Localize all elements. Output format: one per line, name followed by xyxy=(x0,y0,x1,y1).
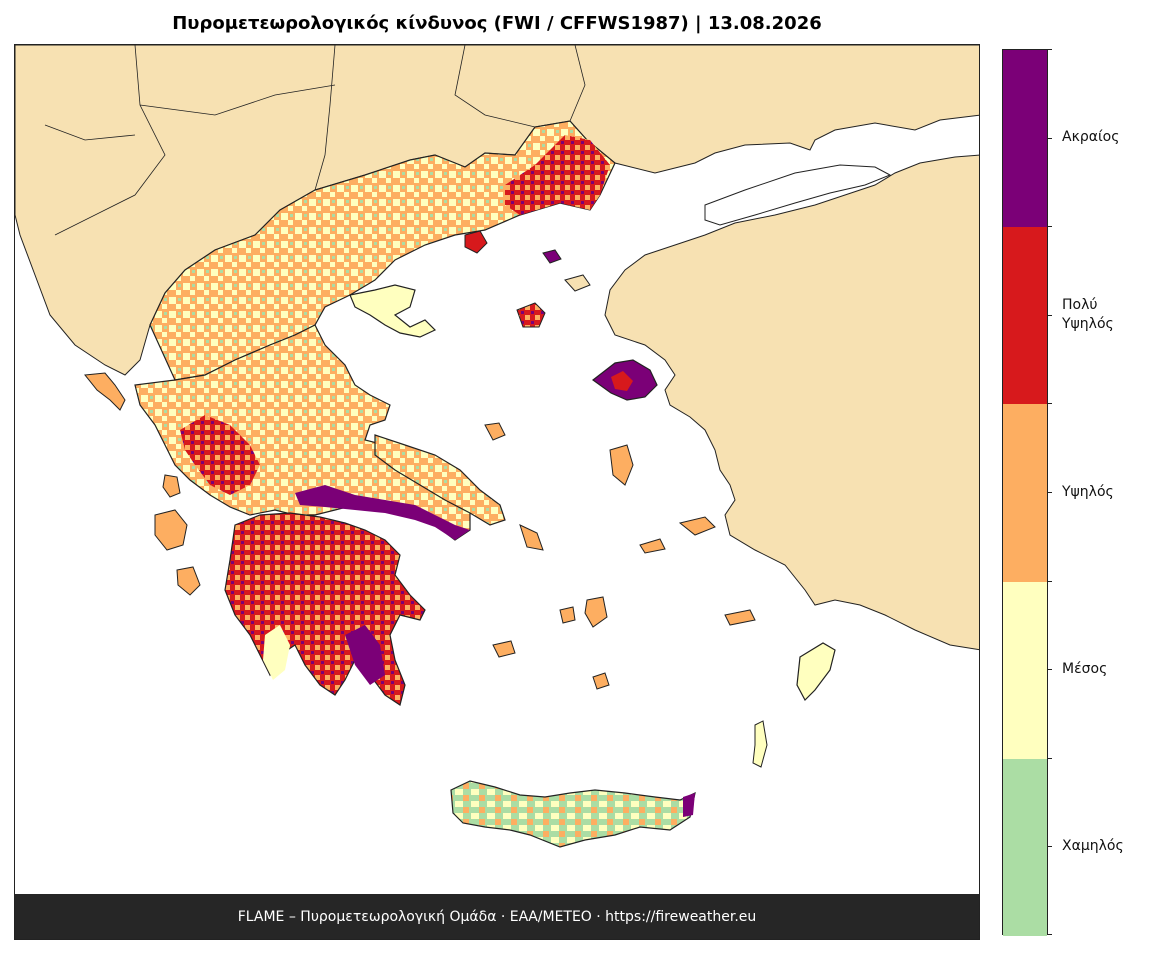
central-extreme-band xyxy=(295,485,470,540)
crete-island xyxy=(450,780,696,848)
colorbar-boundary-tick xyxy=(1047,757,1052,759)
samos xyxy=(678,516,716,536)
imbros xyxy=(564,274,591,292)
karpathos xyxy=(752,720,768,768)
fire-danger-map xyxy=(15,45,979,848)
colorbar-boundary-tick xyxy=(1047,403,1052,405)
ikaria xyxy=(639,538,666,554)
map-area[interactable]: FLAME – Πυρομετεωρολογική Ομάδα · ΕΑΑ/ME… xyxy=(14,44,980,940)
turkey-land xyxy=(604,154,979,651)
evros-high-risk xyxy=(505,135,610,215)
lesvos-inner xyxy=(611,371,633,391)
colorbar-label: Πολύ Υψηλός xyxy=(1062,296,1114,332)
colorbar-band xyxy=(1003,758,1047,936)
colorbar-band xyxy=(1003,581,1047,759)
neighbouring-land xyxy=(15,45,979,651)
lefkada xyxy=(162,474,181,498)
kefalonia xyxy=(154,509,188,551)
footer-credits: FLAME – Πυρομετεωρολογική Ομάδα · ΕΑΑ/ME… xyxy=(15,894,979,939)
colorbar-tick xyxy=(1047,314,1052,316)
milos xyxy=(492,640,516,658)
colorbar-tick xyxy=(1047,492,1052,493)
corfu xyxy=(84,372,126,411)
kos xyxy=(724,609,756,626)
colorbar-legend xyxy=(1002,49,1048,936)
colorbar-tick xyxy=(1047,669,1052,671)
samothrace xyxy=(542,249,562,264)
colorbar-tick xyxy=(1047,846,1052,848)
paros xyxy=(559,606,576,624)
santorini xyxy=(592,672,610,690)
colorbar-label: Χαμηλός xyxy=(1062,837,1124,854)
internal-border xyxy=(44,45,586,236)
colorbar-label: Υψηλός xyxy=(1062,483,1114,500)
crete-east-extreme xyxy=(683,793,695,817)
colorbar-boundary-tick xyxy=(1047,226,1052,228)
greece-mainland xyxy=(134,120,616,706)
crete xyxy=(450,780,696,848)
ionian-islands xyxy=(84,372,201,596)
rhodes xyxy=(796,642,836,701)
chalkidiki xyxy=(349,284,437,338)
peloponnese xyxy=(224,512,426,706)
peloponnese-extreme xyxy=(345,625,385,685)
peloponnese-medium xyxy=(263,625,290,680)
colorbar-band xyxy=(1003,50,1047,228)
andros xyxy=(519,524,544,551)
colorbar-boundary-tick xyxy=(1047,580,1052,582)
colorbar-band xyxy=(1003,227,1047,405)
aegean-islands xyxy=(464,230,836,768)
map-title: Πυρομετεωρολογικός κίνδυνος (FWI / CFFWS… xyxy=(172,13,822,34)
colorbar-boundary-tick xyxy=(1047,934,1052,935)
footer-text: FLAME – Πυρομετεωρολογική Ομάδα · ΕΑΑ/ME… xyxy=(237,908,757,925)
skiathos-skopelos xyxy=(484,422,506,441)
zakynthos xyxy=(176,566,201,596)
colorbar-boundary-tick xyxy=(1047,49,1052,50)
colorbar-label: Μέσος xyxy=(1062,660,1108,677)
chios xyxy=(609,444,634,486)
thasos xyxy=(464,230,488,254)
epirus-high-risk xyxy=(180,415,260,495)
naxos xyxy=(584,596,608,628)
colorbar-label: Ακραίος xyxy=(1062,129,1120,146)
evia xyxy=(374,434,506,526)
sea-of-marmara xyxy=(704,164,892,226)
colorbar-band xyxy=(1003,404,1047,582)
colorbar-tick xyxy=(1047,137,1052,139)
limnos xyxy=(516,302,546,328)
